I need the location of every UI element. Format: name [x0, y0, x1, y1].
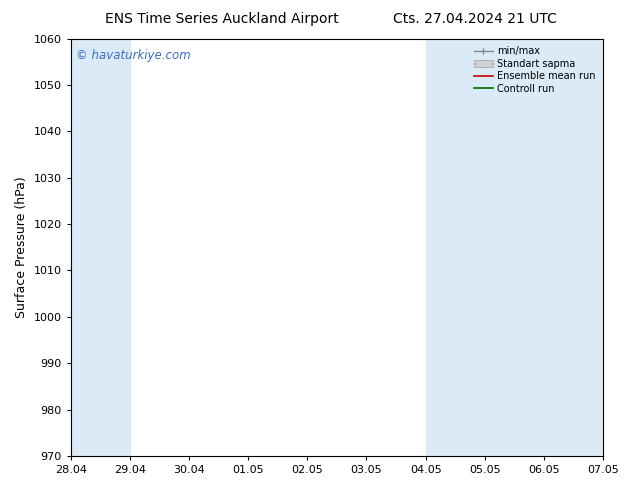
Bar — [71, 39, 130, 456]
Text: Cts. 27.04.2024 21 UTC: Cts. 27.04.2024 21 UTC — [393, 12, 557, 26]
Text: © havaturkiye.com: © havaturkiye.com — [76, 49, 191, 62]
Legend: min/max, Standart sapma, Ensemble mean run, Controll run: min/max, Standart sapma, Ensemble mean r… — [470, 44, 598, 97]
Y-axis label: Surface Pressure (hPa): Surface Pressure (hPa) — [15, 176, 28, 318]
Text: ENS Time Series Auckland Airport: ENS Time Series Auckland Airport — [105, 12, 339, 26]
Bar — [425, 39, 544, 456]
Bar — [544, 39, 603, 456]
